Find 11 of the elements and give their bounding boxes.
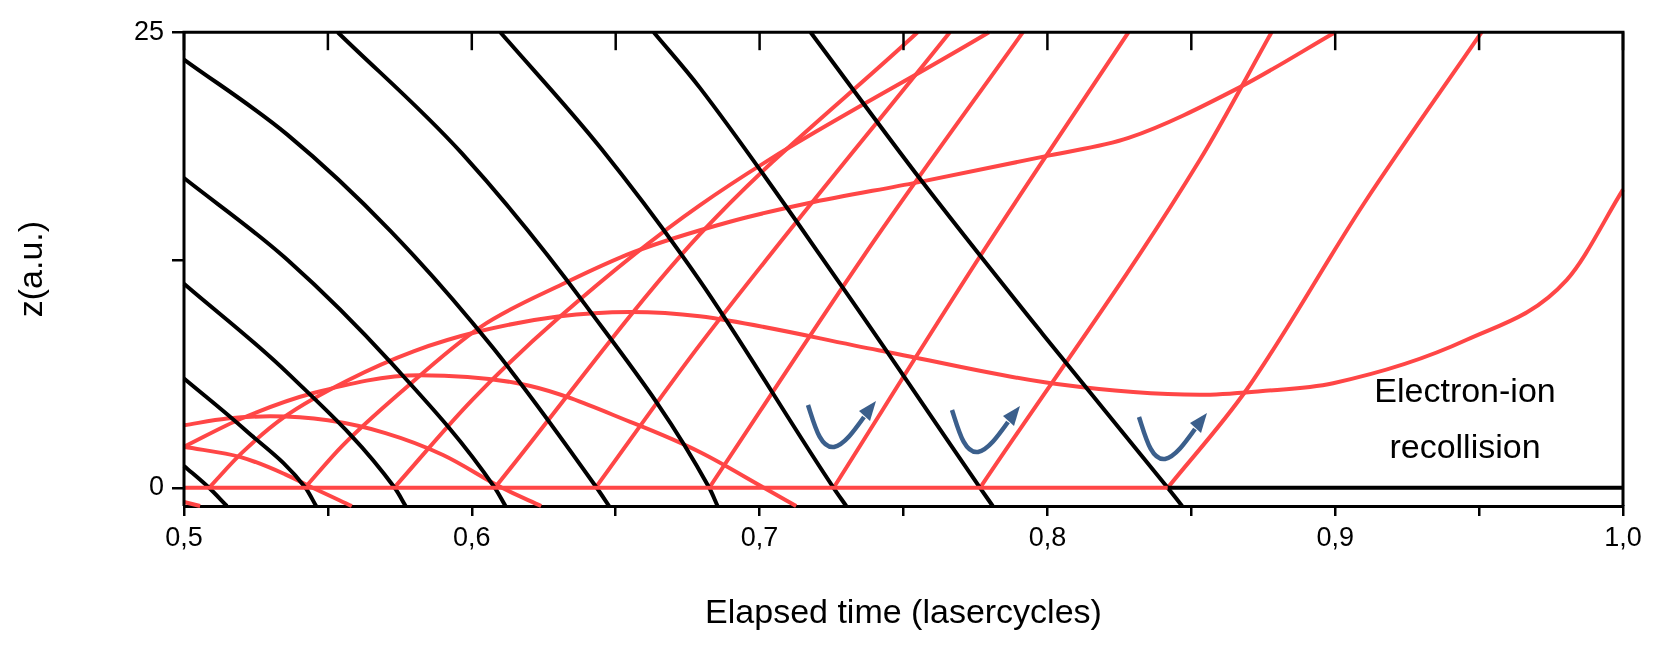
x-axis-title: Elapsed time (lasercycles)	[705, 591, 1102, 630]
annotation: Electron-ion recollision	[1374, 370, 1556, 465]
y-tick-label: 25	[133, 15, 164, 46]
x-tick-label: 0,7	[740, 521, 779, 552]
x-tick-label: 0,6	[453, 521, 491, 552]
y-axis-title: z(a.u.)	[10, 220, 49, 318]
x-tick-label: 0,5	[165, 521, 203, 552]
x-tick-label: 1,0	[1604, 521, 1642, 552]
x-tick-label: 0,9	[1316, 521, 1354, 552]
y-tick-label: 0	[148, 471, 164, 502]
x-tick-label: 0,8	[1028, 521, 1067, 552]
